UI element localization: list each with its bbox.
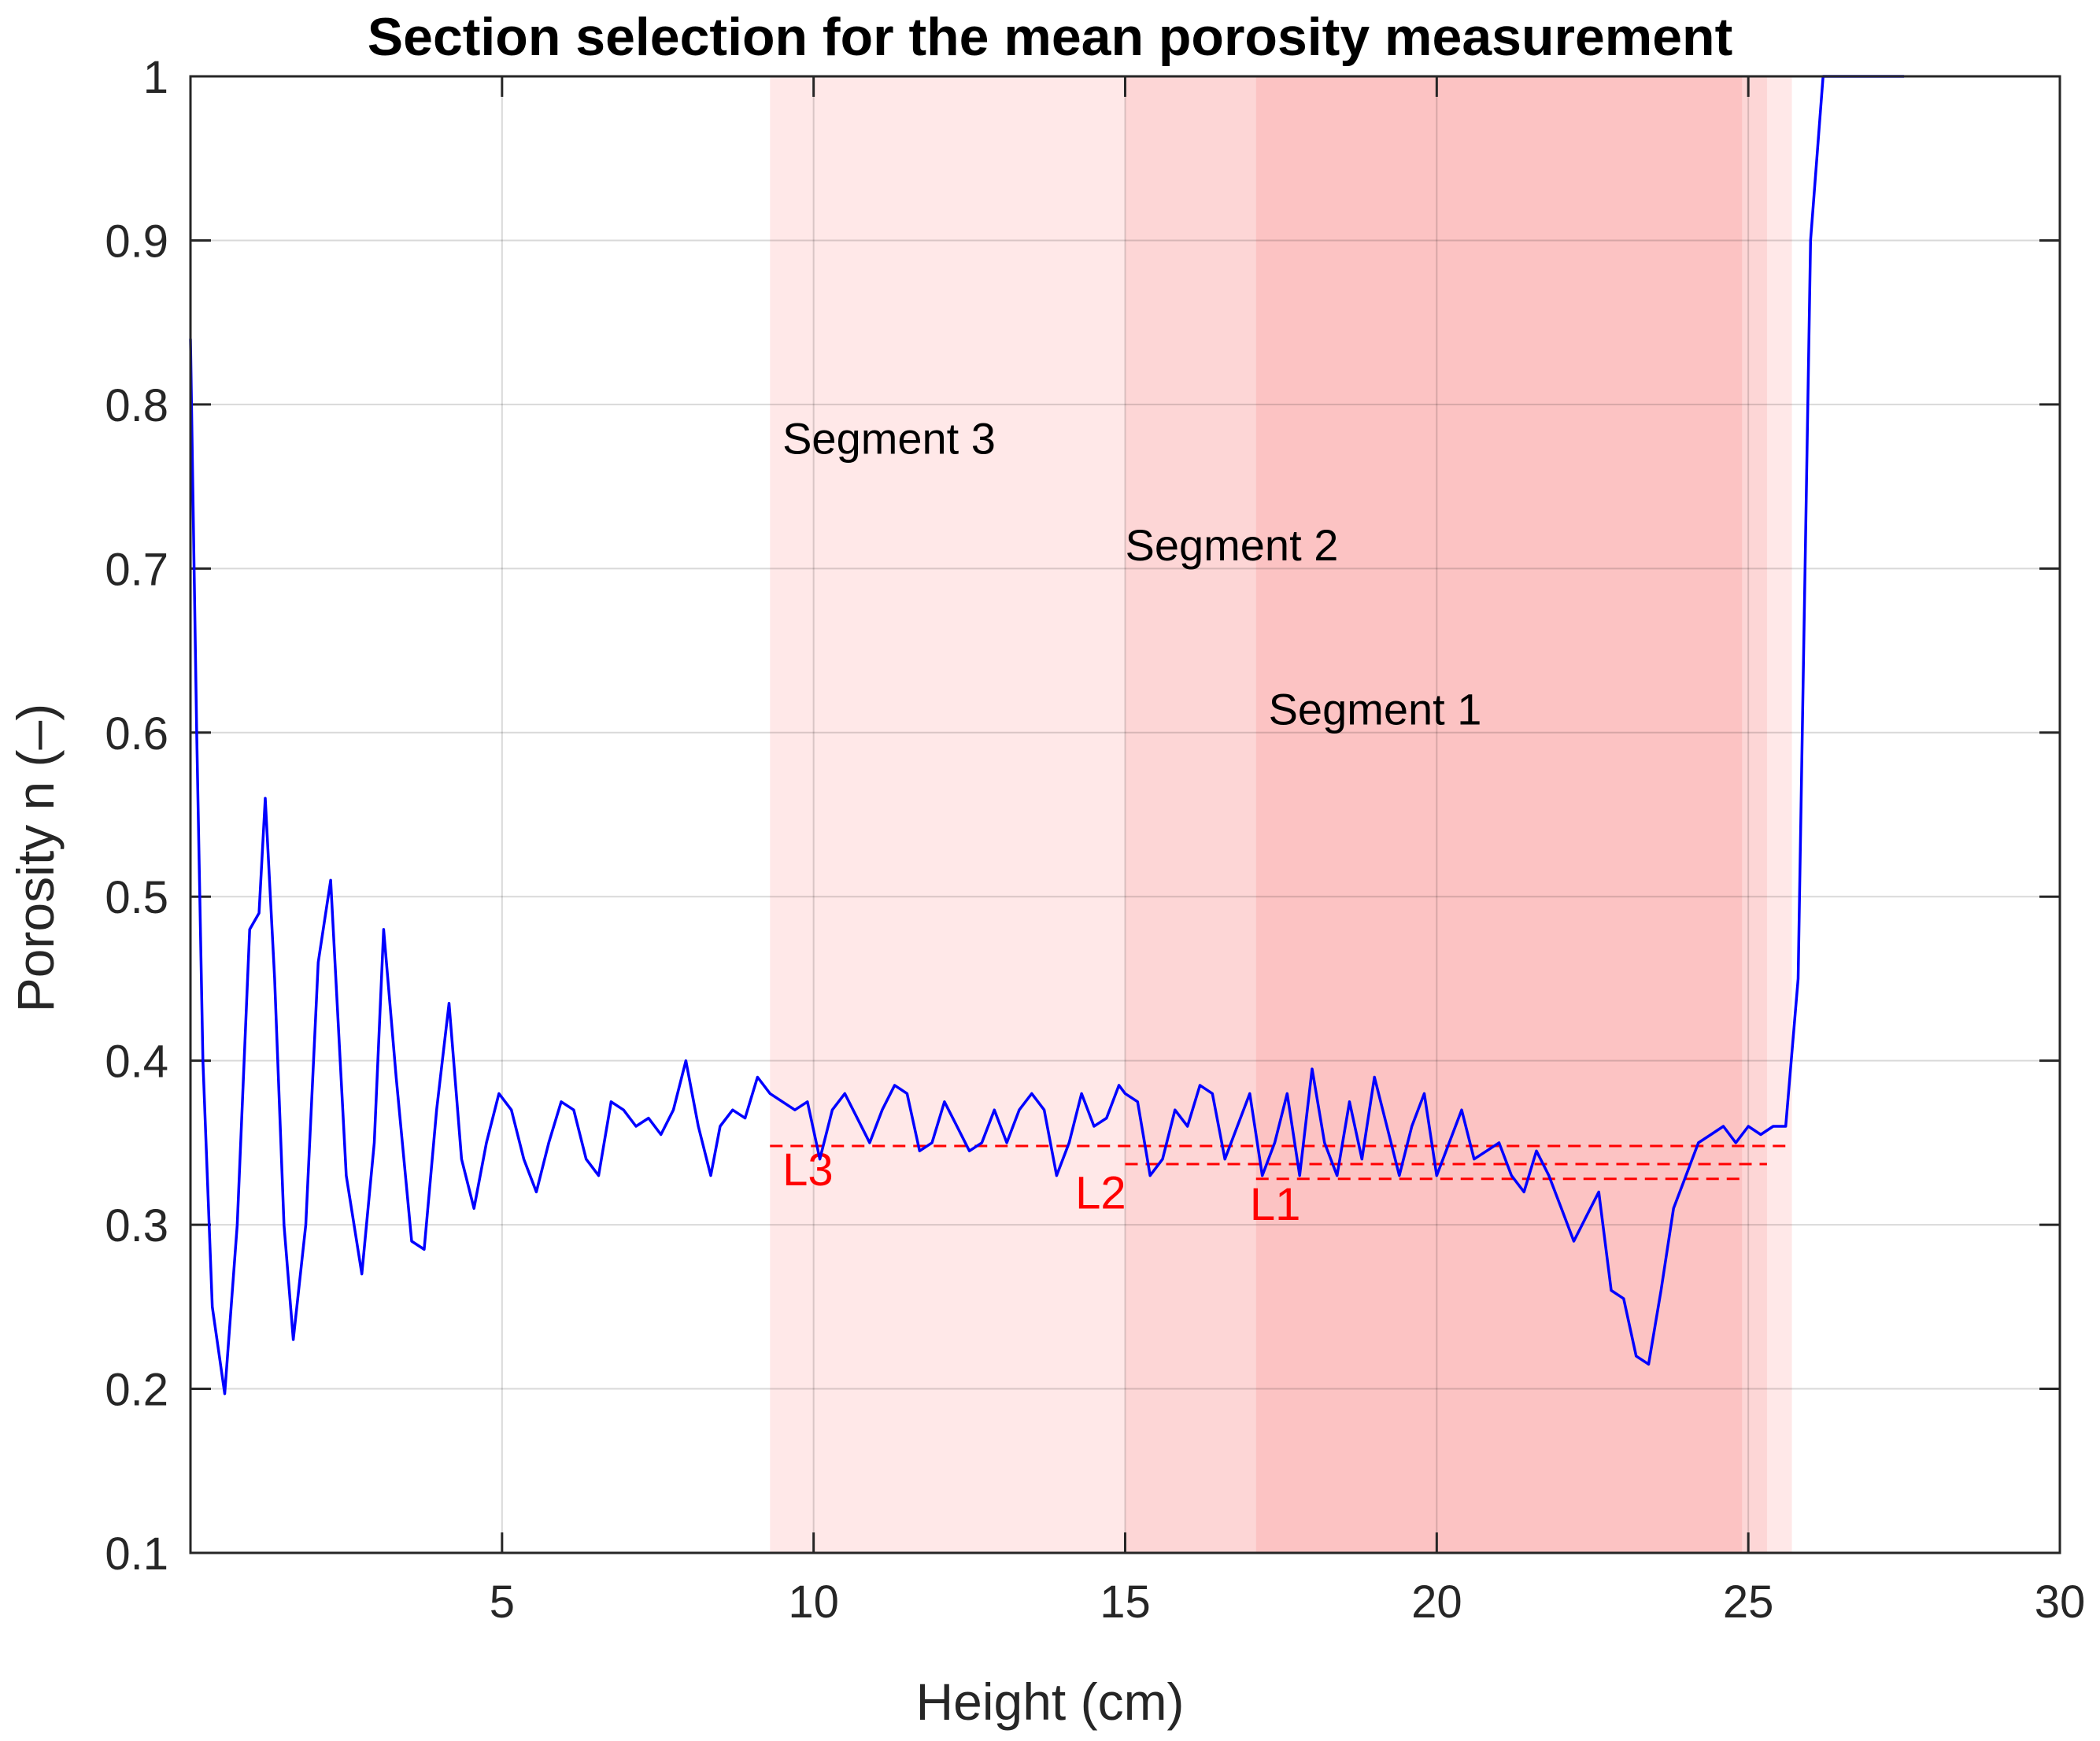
mean-line-label-l1: L1 — [1250, 1179, 1301, 1230]
y-tick-label: 0.8 — [105, 380, 168, 431]
chart-title: Section selection for the mean porosity … — [368, 7, 1732, 67]
porosity-line — [189, 75, 1905, 1395]
x-tick-label: 25 — [1723, 1577, 1774, 1628]
x-tick-label: 20 — [1411, 1577, 1462, 1628]
y-axis-label: Porosity n (–) — [6, 704, 65, 1012]
mean-line-label-l3: L3 — [782, 1144, 834, 1196]
y-tick-label: 0.3 — [105, 1200, 168, 1251]
x-tick-label: 15 — [1100, 1577, 1151, 1628]
segment-band-1 — [1255, 76, 1743, 1553]
y-tick-label: 0.6 — [105, 708, 168, 760]
y-tick-label: 0.1 — [105, 1528, 168, 1580]
segment-label-3: Segment 3 — [782, 413, 996, 463]
y-tick-label: 0.9 — [105, 216, 168, 267]
axis-ticks: 5 10 15 20 25 30 0.1 0.2 0.3 0.4 0.5 0.6 0.7 0.8 0.9 1 — [105, 52, 2085, 1628]
mean-lines: L3 L2 L1 — [770, 1144, 1792, 1230]
segment-labels: Segment 3 Segment 2 Segment 1 — [782, 413, 1481, 734]
y-tick-label: 0.5 — [105, 872, 168, 923]
segment-bands — [770, 76, 1792, 1553]
axes-box — [189, 75, 2061, 1554]
y-tick-label: 0.7 — [105, 544, 168, 595]
x-tick-label: 10 — [788, 1577, 839, 1628]
y-tick-label: 0.2 — [105, 1365, 168, 1416]
mean-line-label-l2: L2 — [1075, 1167, 1126, 1218]
x-axis-label: Height (cm) — [915, 1673, 1184, 1731]
x-tick-label: 5 — [490, 1577, 515, 1628]
segment-label-1: Segment 1 — [1269, 684, 1482, 734]
y-tick-label: 1 — [143, 52, 168, 103]
grid-lines — [190, 76, 2060, 1553]
y-tick-label: 0.4 — [105, 1037, 168, 1088]
x-tick-label: 30 — [2035, 1577, 2086, 1628]
segment-label-2: Segment 2 — [1126, 520, 1339, 570]
porosity-series — [189, 75, 1905, 1395]
